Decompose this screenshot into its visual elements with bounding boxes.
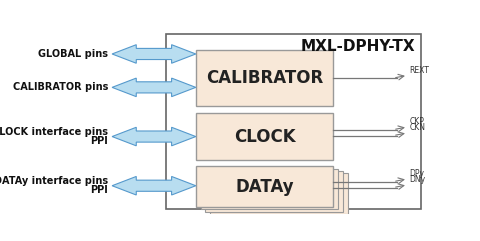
- Text: CKP: CKP: [410, 117, 424, 126]
- Bar: [210, 174, 348, 214]
- Bar: [196, 166, 334, 207]
- Polygon shape: [112, 127, 196, 146]
- Polygon shape: [112, 45, 196, 63]
- Text: CKN: CKN: [410, 123, 426, 132]
- Text: MXL-DPHY-TX: MXL-DPHY-TX: [300, 39, 415, 54]
- Text: REXT: REXT: [410, 66, 430, 75]
- Text: PPI: PPI: [91, 136, 108, 146]
- Text: CALIBRATOR pins: CALIBRATOR pins: [13, 82, 108, 92]
- Text: GLOBAL pins: GLOBAL pins: [38, 49, 108, 59]
- Text: CALIBRATOR: CALIBRATOR: [206, 69, 323, 87]
- Text: DPy: DPy: [410, 169, 425, 178]
- Bar: [166, 33, 421, 209]
- Text: DATAy: DATAy: [235, 178, 294, 196]
- Text: DATAy interface pins: DATAy interface pins: [0, 176, 108, 186]
- Bar: [205, 171, 343, 212]
- Bar: [201, 169, 338, 209]
- Polygon shape: [112, 78, 196, 97]
- Text: DNy: DNy: [410, 175, 426, 184]
- Text: CLOCK interface pins: CLOCK interface pins: [0, 127, 108, 137]
- Text: CLOCK: CLOCK: [234, 127, 295, 146]
- Bar: [196, 50, 334, 106]
- Text: PPI: PPI: [91, 185, 108, 195]
- Polygon shape: [112, 176, 196, 195]
- Bar: [196, 113, 334, 160]
